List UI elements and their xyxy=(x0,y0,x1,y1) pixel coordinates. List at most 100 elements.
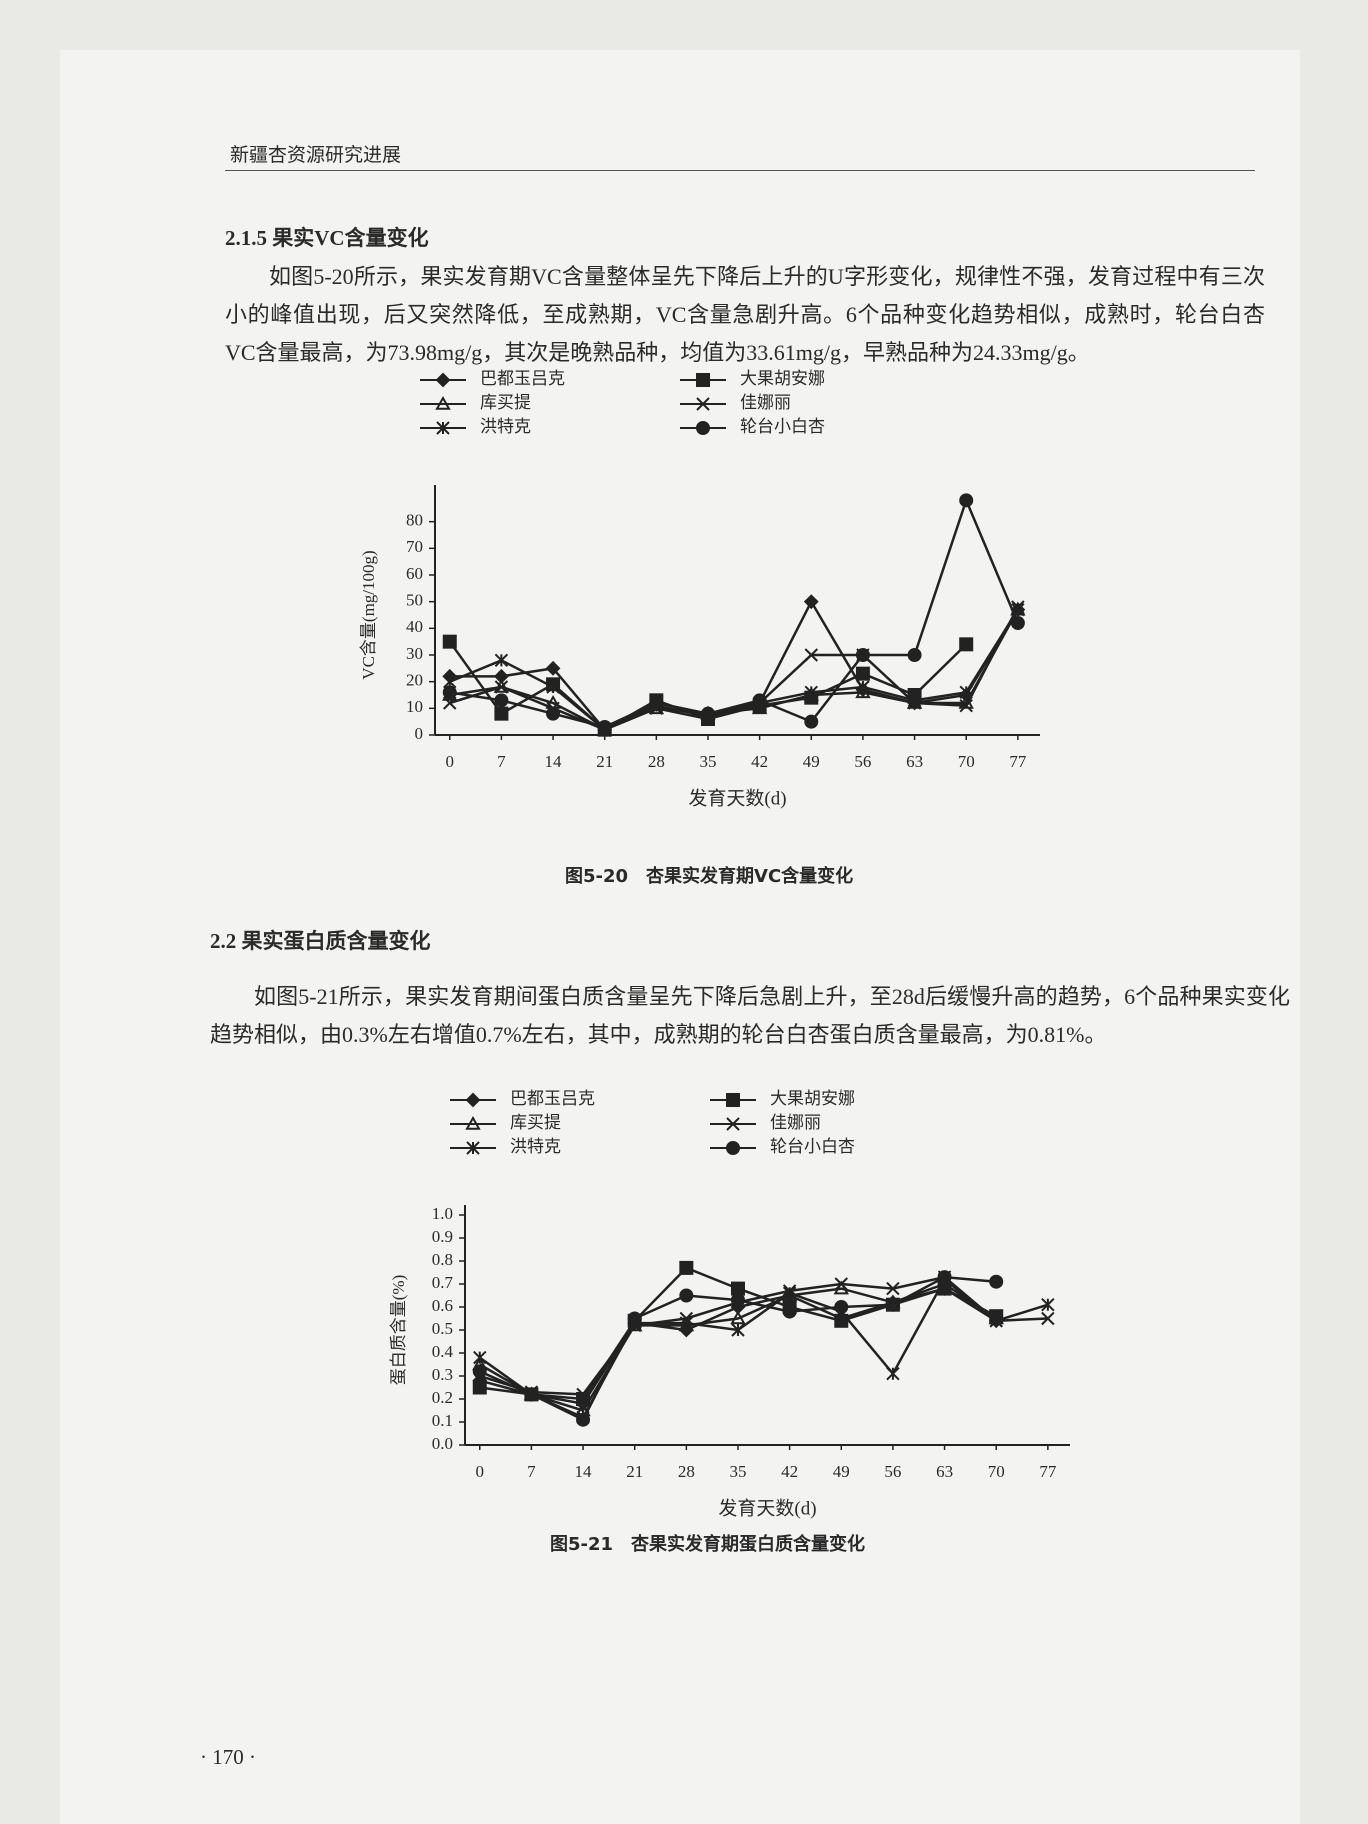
legend-marker xyxy=(465,1092,481,1108)
chart: 0 10 20 30 40 50 60 70 80 0 7 14 21 28 35 42 49 56 63 70 77 发… xyxy=(359,369,1040,809)
x-tick-label: 77 xyxy=(1009,752,1027,771)
y-tick-label: 40 xyxy=(406,617,423,636)
legend-label: 洪特克 xyxy=(480,417,531,436)
marker xyxy=(546,677,561,692)
marker xyxy=(989,1274,1004,1289)
legend-marker xyxy=(466,1141,480,1155)
y-tick-label: 1.0 xyxy=(432,1204,453,1223)
series-line xyxy=(479,1277,1049,1420)
legend-marker xyxy=(435,372,451,388)
marker xyxy=(730,1281,745,1296)
marker xyxy=(752,693,767,708)
marker xyxy=(885,1297,900,1312)
marker xyxy=(494,653,509,668)
marker xyxy=(473,1350,487,1365)
marker xyxy=(834,1300,849,1314)
legend-marker xyxy=(726,1141,740,1155)
legend-marker xyxy=(696,373,710,387)
legend-label: 轮台小白杏 xyxy=(770,1137,855,1156)
marker xyxy=(803,594,819,610)
legend-label: 佳娜丽 xyxy=(740,393,791,412)
legend-label: 库买提 xyxy=(480,393,531,412)
marker xyxy=(959,637,974,652)
marker xyxy=(472,1364,487,1379)
y-axis-title: VC含量(mg/100g) xyxy=(359,550,378,679)
y-axis-title: 蛋白质含量(%) xyxy=(389,1275,408,1385)
y-tick-label: 0.9 xyxy=(432,1227,453,1246)
y-tick-label: 0.2 xyxy=(432,1388,453,1407)
marker xyxy=(855,666,870,681)
x-tick-label: 14 xyxy=(575,1462,593,1481)
marker xyxy=(494,693,509,708)
marker xyxy=(907,648,922,662)
marker xyxy=(804,648,818,662)
legend-marker xyxy=(465,1115,481,1130)
book-page xyxy=(60,50,1300,1824)
marker xyxy=(1041,1297,1055,1312)
x-tick-label: 0 xyxy=(476,1462,485,1481)
marker xyxy=(494,680,509,694)
x-tick-label: 42 xyxy=(751,752,768,771)
x-tick-label: 7 xyxy=(527,1462,536,1481)
y-tick-label: 0.1 xyxy=(432,1411,453,1430)
y-tick-label: 0.4 xyxy=(432,1342,454,1361)
x-tick-label: 21 xyxy=(626,1462,643,1481)
marker xyxy=(937,1270,952,1285)
y-tick-label: 0.5 xyxy=(432,1319,453,1338)
legend-label: 大果胡安娜 xyxy=(770,1089,855,1108)
paragraph: 如图5-20所示，果实发育期VC含量整体呈先下降后上升的U字形变化，规律性不强，… xyxy=(225,264,1265,365)
marker xyxy=(886,1366,900,1381)
x-tick-label: 56 xyxy=(884,1462,901,1481)
marker xyxy=(856,680,870,694)
marker xyxy=(442,634,457,649)
legend-marker xyxy=(696,421,710,435)
marker xyxy=(679,1260,694,1275)
x-tick-label: 63 xyxy=(936,1462,953,1481)
marker xyxy=(855,684,871,699)
marker xyxy=(524,1387,539,1402)
x-tick-label: 35 xyxy=(729,1462,746,1481)
y-tick-label: 20 xyxy=(406,671,423,690)
marker xyxy=(679,1288,694,1303)
marker xyxy=(782,1304,797,1319)
x-tick-label: 14 xyxy=(545,752,563,771)
marker xyxy=(782,1284,797,1298)
marker xyxy=(989,1314,1003,1328)
marker xyxy=(834,1313,849,1328)
y-tick-label: 0.8 xyxy=(432,1250,453,1269)
marker xyxy=(804,714,819,729)
marker xyxy=(959,493,974,508)
marker xyxy=(597,720,612,734)
x-axis-title: 发育天数(d) xyxy=(718,1497,816,1519)
marker xyxy=(545,660,561,676)
marker xyxy=(576,1412,591,1427)
running-title: 新疆杏资源研究进展 xyxy=(230,145,402,166)
marker xyxy=(804,690,819,705)
legend-label: 巴都玉吕克 xyxy=(510,1089,595,1108)
x-tick-label: 7 xyxy=(497,752,506,771)
marker xyxy=(649,696,664,710)
marker xyxy=(546,706,561,721)
figure-caption: 图5-20 杏果实发育期VC含量变化 xyxy=(565,866,854,887)
marker xyxy=(493,678,510,693)
y-tick-label: 0.3 xyxy=(432,1365,453,1384)
x-tick-label: 21 xyxy=(596,752,613,771)
marker xyxy=(907,696,922,710)
legend-marker xyxy=(696,397,710,411)
y-tick-label: 0 xyxy=(415,724,424,743)
marker xyxy=(494,706,509,721)
marker xyxy=(855,648,870,662)
series-line xyxy=(479,1275,1048,1396)
x-tick-label: 63 xyxy=(906,752,923,771)
marker xyxy=(730,1293,745,1308)
x-tick-label: 70 xyxy=(958,752,975,771)
x-tick-label: 0 xyxy=(446,752,455,771)
legend-marker xyxy=(726,1117,740,1131)
paragraph: 如图5-21所示，果实发育期间蛋白质含量呈先下降后急剧上升，至28d后缓慢升高的… xyxy=(210,984,1290,1047)
figure-caption: 图5-21 杏果实发育期蛋白质含量变化 xyxy=(550,1534,866,1555)
y-tick-label: 60 xyxy=(406,564,423,583)
y-tick-label: 0.7 xyxy=(432,1273,454,1292)
marker xyxy=(472,1380,487,1395)
legend-label: 大果胡安娜 xyxy=(740,369,825,388)
legend-marker xyxy=(726,1093,740,1107)
